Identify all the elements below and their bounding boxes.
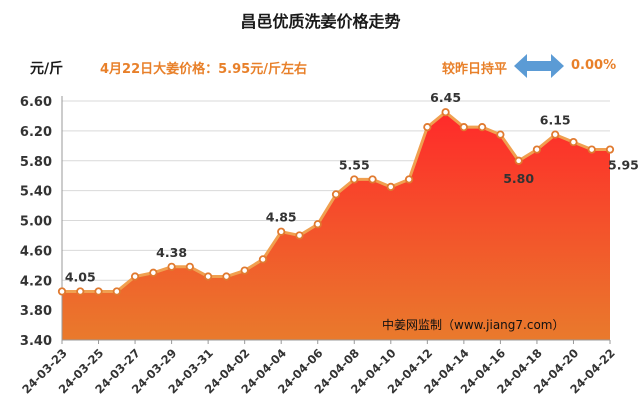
data-point [551,130,560,139]
price-note: 4月22日大姜价格：5.95元/斤左右 [100,62,307,77]
data-point [459,123,468,132]
data-point [404,175,414,184]
data-point [76,287,85,296]
y-tick-label: 5.80 [20,155,52,170]
data-point [112,287,121,296]
data-point [295,231,304,240]
y-axis-unit: 元/斤 [30,61,64,77]
y-tick-label: 3.40 [20,334,52,349]
y-tick-label: 6.20 [20,125,52,140]
data-point [258,255,268,264]
chart-title: 昌邑优质洗姜价格走势 [240,12,401,31]
data-point [204,272,213,281]
data-point [441,108,450,117]
data-point [57,287,67,296]
data-point [605,145,615,154]
data-point [130,272,140,281]
double-arrow-icon [514,54,564,78]
data-point [532,145,542,154]
series-area [62,112,610,340]
y-tick-label: 4.60 [20,244,52,259]
y-tick-label: 5.00 [20,215,52,230]
y-tick-label: 4.20 [20,274,52,289]
data-label: 4.85 [266,210,297,225]
data-label: 6.45 [430,90,461,105]
data-point [478,123,487,132]
y-tick-label: 5.40 [20,185,52,200]
double-arrow-shape [514,54,564,78]
data-point [240,266,249,275]
y-tick-label: 3.80 [20,304,52,319]
y-tick-label: 6.60 [20,95,52,110]
data-point [331,190,341,199]
data-point [167,262,176,271]
data-label: 5.80 [503,171,534,186]
data-point [423,123,432,132]
data-label: 4.38 [156,245,187,260]
trend-value: 0.00% [571,58,617,73]
data-point [587,145,596,154]
data-point [514,156,523,165]
data-label: 4.05 [65,269,96,284]
data-point [368,175,377,184]
trend-label: 较昨日持平 [442,62,508,77]
data-point [277,227,286,236]
data-point [313,220,322,229]
data-point [149,268,158,277]
data-point [569,137,578,147]
data-point [386,182,395,191]
data-point [350,175,359,184]
data-point [94,287,103,296]
data-point [222,272,231,281]
data-label: 5.55 [339,157,370,172]
data-label: 6.15 [540,113,571,128]
data-label: 5.95 [608,158,639,173]
data-point [185,262,194,271]
watermark: 中姜网监制（www.jiang7.com） [382,318,565,332]
data-point [496,130,505,139]
